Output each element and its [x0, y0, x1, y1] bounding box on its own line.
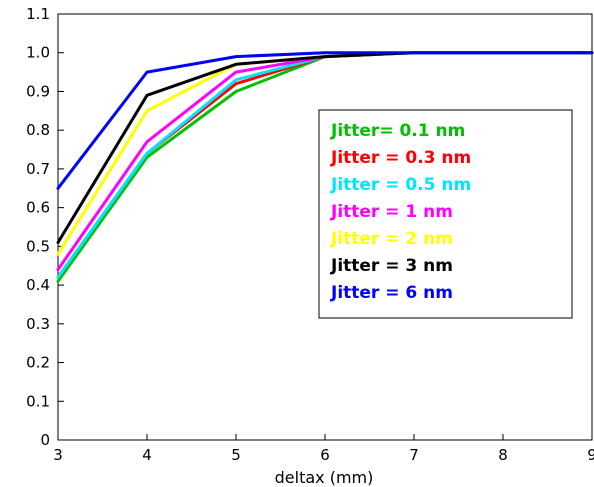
legend-entry-1: Jitter= 0.1 nm	[330, 121, 465, 141]
x-tick-label: 9	[587, 446, 594, 464]
y-tick-label: 0.4	[26, 276, 50, 294]
y-tick-label: 0.5	[26, 237, 50, 255]
legend-box	[318, 109, 573, 319]
y-tick-label: 0.7	[26, 160, 50, 178]
y-tick-label: 0	[40, 431, 50, 449]
legend-entry-2: Jitter = 0.3 nm	[330, 148, 471, 168]
legend-entry-4: Jitter = 1 nm	[330, 202, 453, 222]
y-tick-label: 0.1	[26, 392, 50, 410]
y-tick-label: 0.9	[26, 82, 50, 100]
x-tick-label: 3	[53, 446, 63, 464]
x-axis-label: deltax (mm)	[275, 468, 374, 487]
x-tick-label: 8	[498, 446, 508, 464]
x-tick-label: 7	[409, 446, 419, 464]
y-tick-label: 1.1	[26, 5, 50, 23]
x-tick-label: 4	[142, 446, 152, 464]
legend-entry-5: Jitter = 2 nm	[330, 229, 453, 249]
legend-entry-7: Jitter = 6 nm	[330, 283, 453, 303]
series-lines	[56, 51, 594, 283]
x-tick-label: 6	[320, 446, 330, 464]
y-tick-label: 0.3	[26, 315, 50, 333]
y-tick-label: 0.8	[26, 121, 50, 139]
series-line-7	[56, 51, 594, 190]
y-tick-label: 0.2	[26, 354, 50, 372]
y-tick-label: 1.0	[26, 44, 50, 62]
y-tick-label: 0.6	[26, 199, 50, 217]
legend-entry-6: Jitter = 3 nm	[330, 256, 453, 276]
x-tick-label: 5	[231, 446, 241, 464]
legend: Jitter= 0.1 nm Jitter = 0.3 nm Jitter = 0.…	[318, 109, 573, 319]
legend-entry-3: Jitter = 0.5 nm	[330, 175, 471, 195]
